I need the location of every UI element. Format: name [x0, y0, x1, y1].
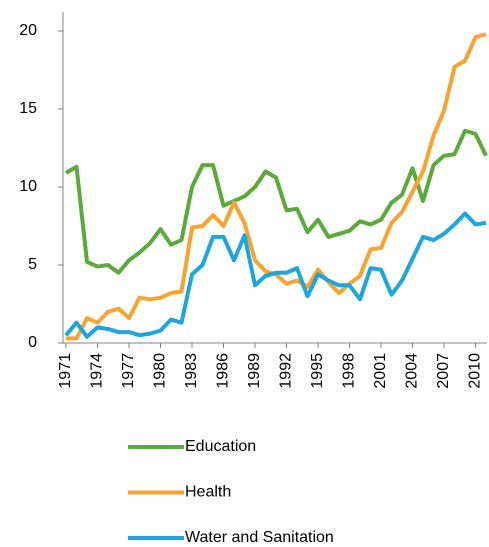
legend-label: Health	[185, 484, 231, 501]
x-tick-label: 1974	[89, 353, 106, 389]
x-tick-label: 2010	[467, 353, 484, 389]
y-tick-label: 20	[19, 22, 37, 39]
x-tick-label: 1998	[341, 353, 358, 389]
legend-label: Education	[185, 438, 256, 455]
x-tick-label: 1980	[152, 353, 169, 389]
series-line	[64, 211, 487, 339]
x-tick-label: 2001	[372, 353, 389, 389]
x-tick-label: 1983	[183, 353, 200, 389]
x-tick-label: 1992	[278, 353, 295, 389]
series-line	[64, 128, 488, 275]
x-tick-label: 2007	[435, 353, 452, 389]
x-tick-label: 1989	[246, 353, 263, 389]
series-line	[66, 32, 487, 341]
x-tick-label: 2004	[404, 353, 421, 389]
x-tick-label: 1977	[120, 353, 137, 389]
y-tick-label: 10	[19, 178, 37, 195]
x-tick-label: 1986	[215, 353, 232, 389]
x-tick-label: 1995	[309, 353, 326, 389]
y-tick-label: 15	[19, 100, 37, 117]
y-tick-label: 0	[28, 334, 37, 351]
y-tick-label: 5	[28, 256, 37, 273]
x-tick-label: 1971	[57, 353, 74, 389]
legend-label: Water and Sanitation	[185, 529, 334, 546]
